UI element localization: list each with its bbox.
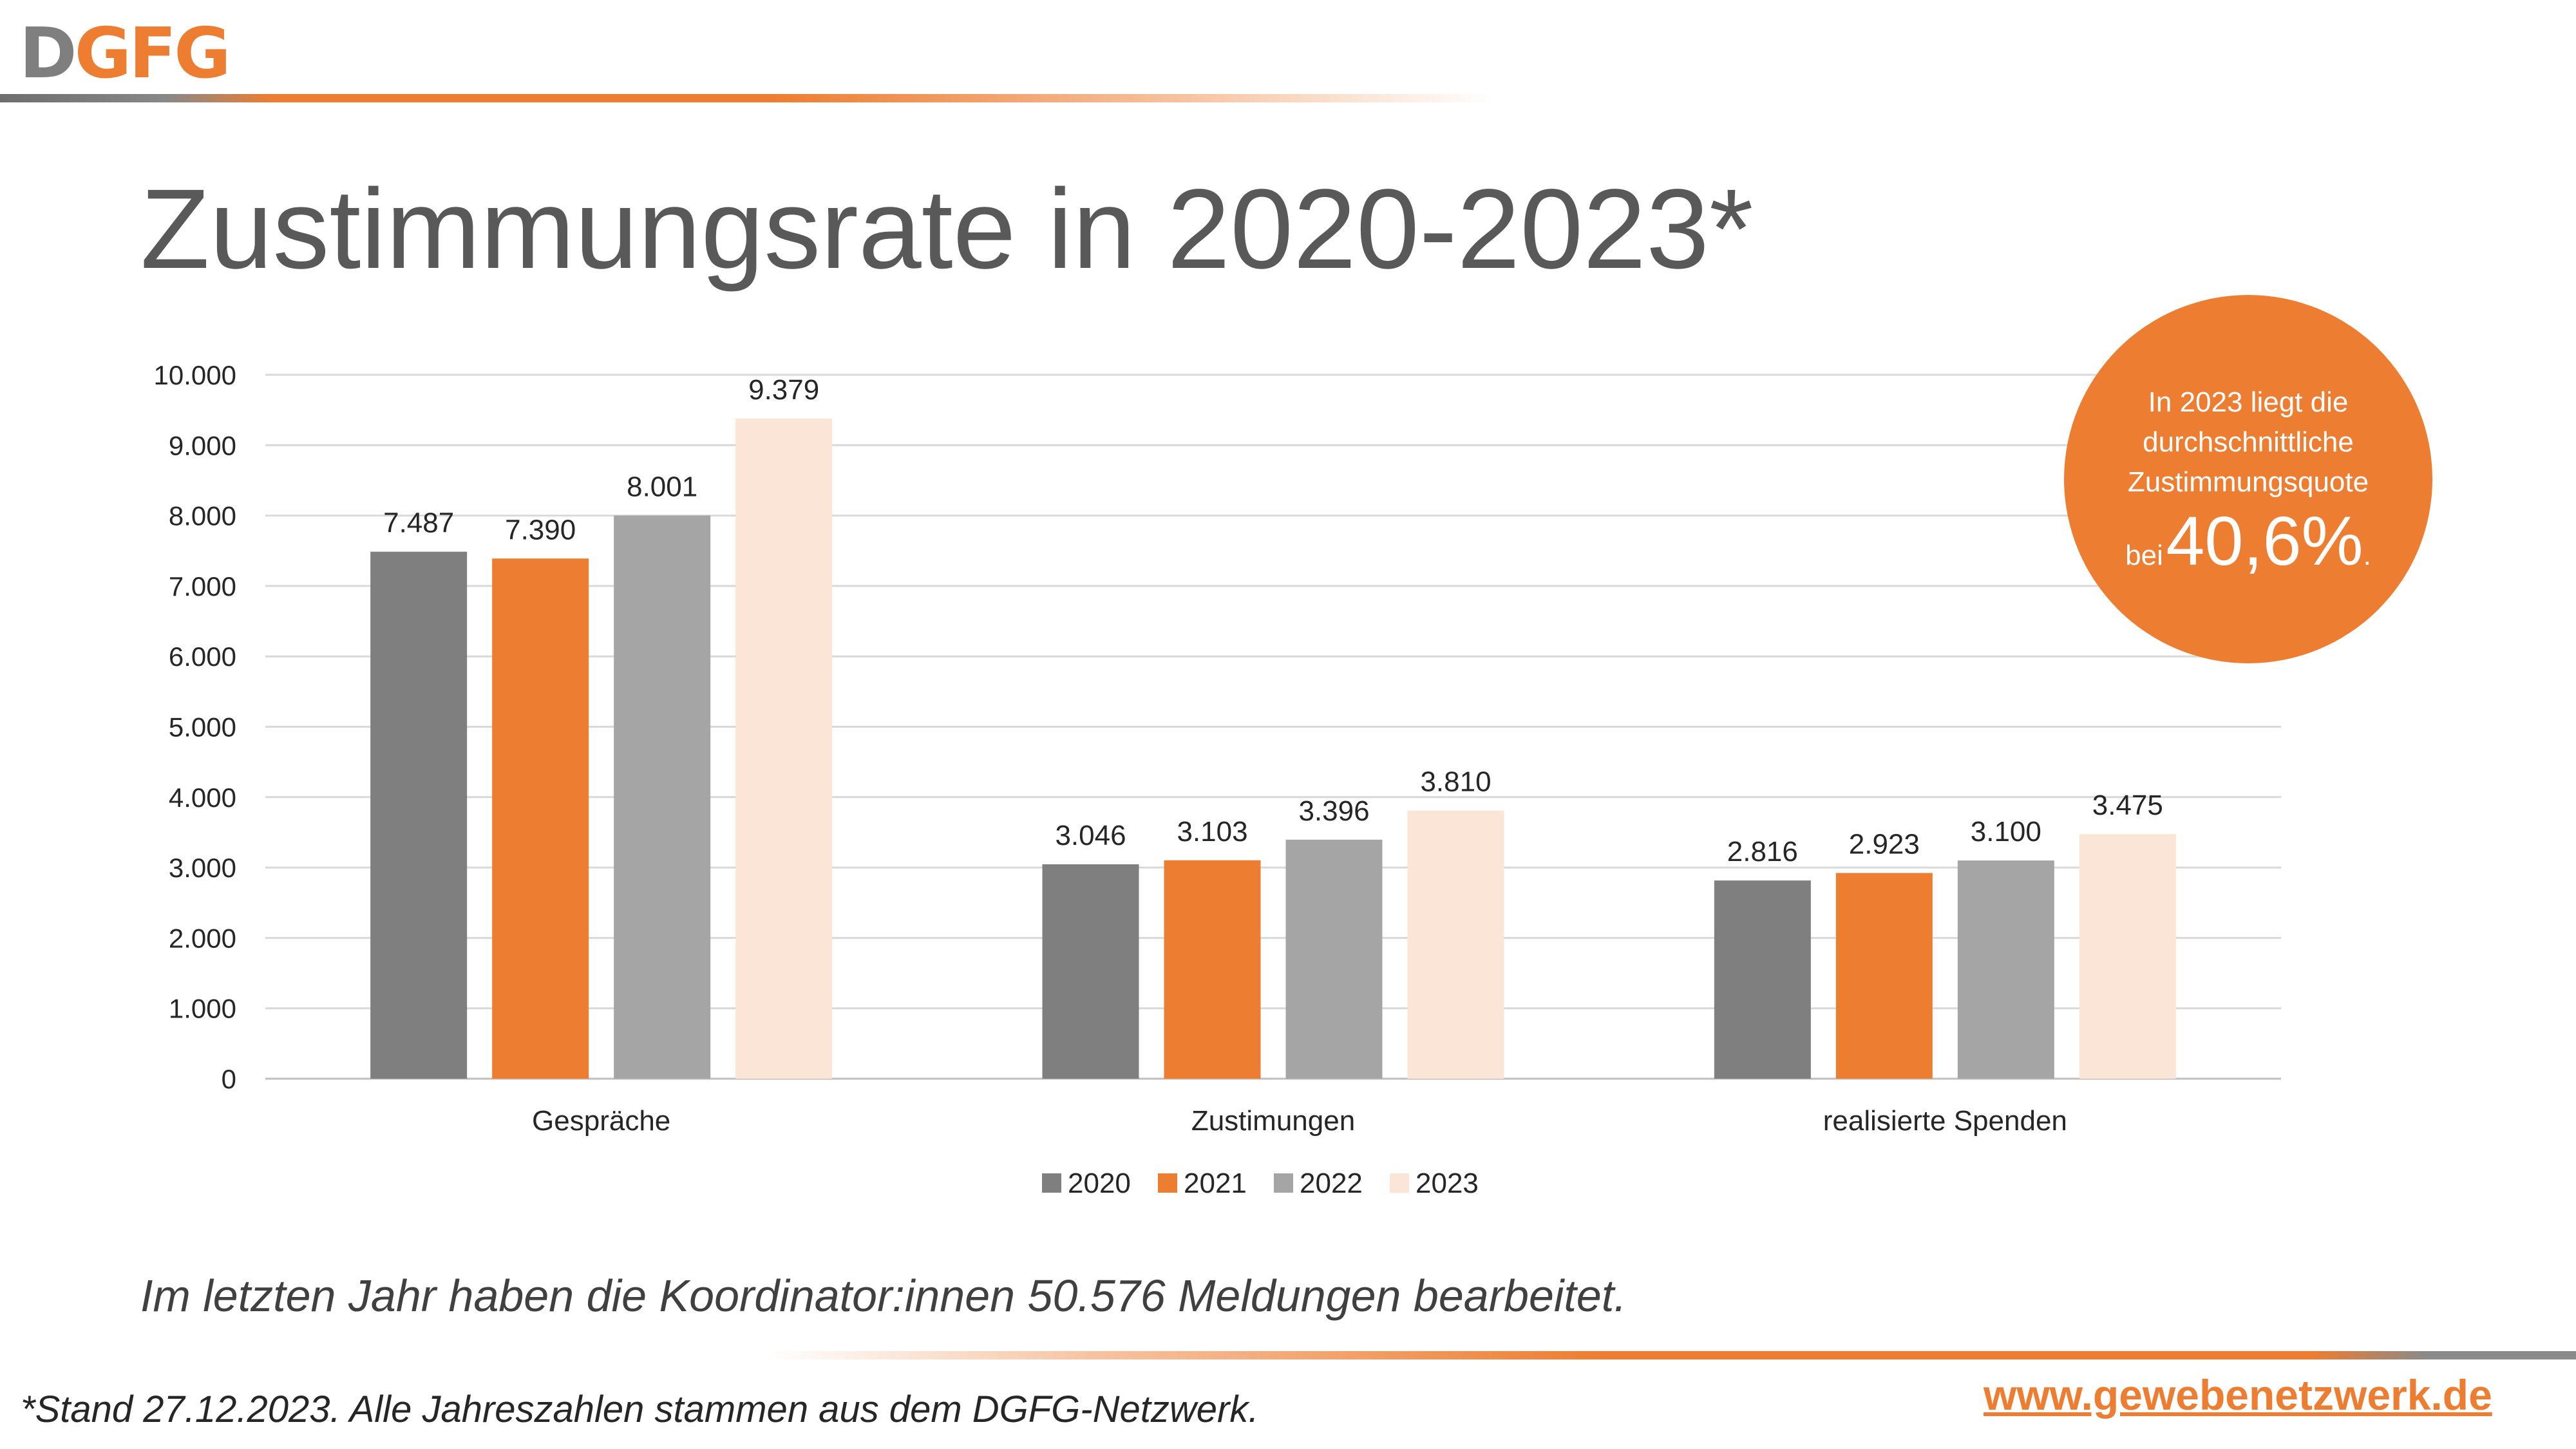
bar-2023 [735, 418, 833, 1079]
data-label: 3.103 [1177, 816, 1247, 848]
legend-swatch-2023 [1390, 1173, 1409, 1193]
footnote: *Stand 27.12.2023. Alle Jahreszahlen sta… [21, 1388, 1259, 1430]
data-label: 7.390 [505, 514, 576, 545]
y-tick-label: 1.000 [169, 994, 236, 1024]
bottom-divider [766, 1351, 2576, 1359]
approval-rate-callout: In 2023 liegt die durchschnittliche Zust… [2064, 295, 2432, 663]
page-title: Zustimmungsrate in 2020-2023* [140, 166, 1754, 292]
summary-note: Im letzten Jahr haben die Koordinator:in… [140, 1271, 1627, 1321]
y-tick-label: 7.000 [169, 571, 236, 601]
bar-chart: 0 1.000 2.000 3.000 4.000 5.000 6.000 7.000 8.00… [154, 360, 2281, 1199]
callout-line-2: durchschnittliche [2143, 426, 2354, 458]
bar-2020 [1042, 864, 1139, 1079]
y-tick-label: 0 [222, 1064, 236, 1094]
legend-swatch-2020 [1042, 1173, 1061, 1193]
callout-line-1: In 2023 liegt die [2148, 386, 2349, 418]
data-label: 8.001 [627, 471, 697, 502]
bar-2023 [2079, 834, 2176, 1079]
bar-2020 [370, 551, 468, 1079]
x-category-label: Gespräche [532, 1105, 670, 1137]
y-tick-label: 9.000 [169, 430, 236, 460]
data-label: 2.816 [1727, 836, 1798, 867]
data-label: 9.379 [748, 374, 819, 406]
legend-swatch-2022 [1274, 1173, 1293, 1193]
legend-swatch-2021 [1158, 1173, 1177, 1193]
bar-2020 [1714, 880, 1811, 1079]
callout-line-3: Zustimmungsquote [2127, 466, 2369, 498]
website-link[interactable]: www.gewebenetzwerk.de [1984, 1371, 2492, 1419]
y-tick-label: 6.000 [169, 641, 236, 672]
bar-2021 [1835, 873, 1933, 1079]
callout-prefix: bei [2125, 540, 2163, 571]
y-tick-label: 5.000 [169, 712, 236, 743]
bar-2023 [1407, 810, 1504, 1079]
y-tick-label: 4.000 [169, 782, 236, 813]
legend-label-2023: 2023 [1416, 1168, 1479, 1199]
bar-2022 [1285, 839, 1383, 1079]
bar-2021 [1164, 860, 1261, 1079]
legend-label-2021: 2021 [1184, 1168, 1247, 1199]
callout-suffix: . [2363, 540, 2371, 571]
legend-label-2022: 2022 [1300, 1168, 1363, 1199]
data-label: 3.810 [1420, 766, 1491, 798]
data-label: 3.475 [2092, 790, 2163, 821]
data-label: 7.487 [383, 507, 454, 539]
data-label: 2.923 [1849, 829, 1920, 860]
data-label: 3.396 [1298, 795, 1369, 827]
bar-2022 [614, 515, 711, 1079]
legend-label-2020: 2020 [1068, 1168, 1131, 1199]
callout-value: 40,6% [2166, 502, 2363, 580]
top-divider [0, 94, 1494, 102]
callout-value-row: bei 40,6%. [2125, 506, 2371, 576]
x-category-label: Zustimungen [1191, 1105, 1355, 1137]
logo-letter-d: D [19, 14, 77, 94]
bar-2021 [492, 558, 589, 1079]
logo-letters-gfg: GFG [74, 14, 231, 94]
y-tick-label: 10.000 [154, 360, 236, 390]
y-tick-label: 3.000 [169, 853, 236, 883]
x-category-label: realisierte Spenden [1823, 1105, 2067, 1137]
dgfg-logo: DGFG [19, 19, 231, 89]
y-tick-label: 2.000 [169, 923, 236, 953]
bar-2022 [1957, 860, 2054, 1079]
y-tick-label: 8.000 [169, 501, 236, 531]
data-label: 3.046 [1055, 820, 1126, 851]
data-label: 3.100 [1971, 816, 2041, 848]
